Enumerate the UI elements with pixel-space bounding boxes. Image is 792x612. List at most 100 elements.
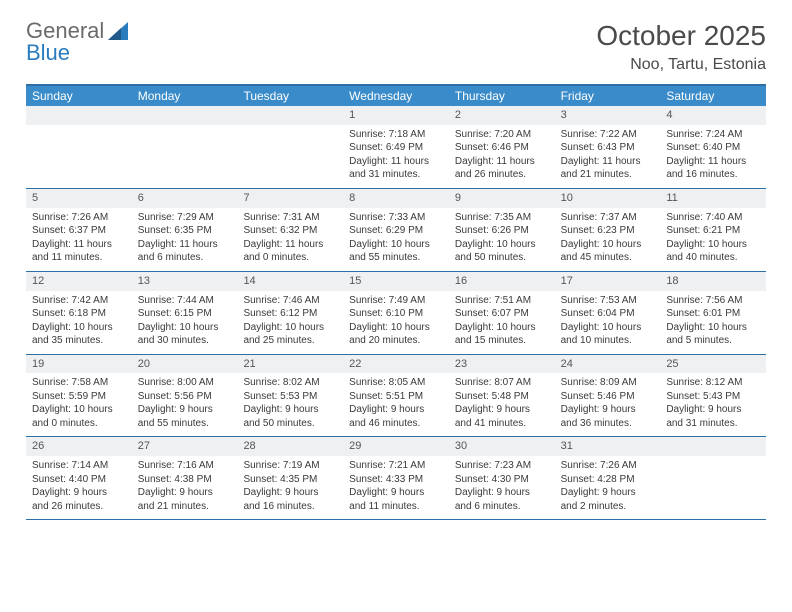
day-cell: 2Sunrise: 7:20 AMSunset: 6:46 PMDaylight…	[449, 106, 555, 188]
sunrise-text: Sunrise: 7:49 AM	[349, 294, 443, 308]
day-body: Sunrise: 7:14 AMSunset: 4:40 PMDaylight:…	[26, 456, 132, 519]
day-body: Sunrise: 7:56 AMSunset: 6:01 PMDaylight:…	[660, 291, 766, 354]
sunset-text: Sunset: 6:04 PM	[561, 307, 655, 321]
sunset-text: Sunset: 6:29 PM	[349, 224, 443, 238]
day-body: Sunrise: 7:53 AMSunset: 6:04 PMDaylight:…	[555, 291, 661, 354]
daylight-text: Daylight: 9 hours and 26 minutes.	[32, 486, 126, 513]
daylight-text: Daylight: 10 hours and 30 minutes.	[138, 321, 232, 348]
sunrise-text: Sunrise: 7:14 AM	[32, 459, 126, 473]
day-number: 4	[660, 106, 766, 125]
day-number: 16	[449, 272, 555, 291]
day-cell: 30Sunrise: 7:23 AMSunset: 4:30 PMDayligh…	[449, 437, 555, 519]
day-cell: 19Sunrise: 7:58 AMSunset: 5:59 PMDayligh…	[26, 355, 132, 437]
day-number: 20	[132, 355, 238, 374]
daylight-text: Daylight: 10 hours and 5 minutes.	[666, 321, 760, 348]
week-row: 19Sunrise: 7:58 AMSunset: 5:59 PMDayligh…	[26, 355, 766, 438]
day-body: Sunrise: 7:58 AMSunset: 5:59 PMDaylight:…	[26, 373, 132, 436]
day-number: 27	[132, 437, 238, 456]
day-body: Sunrise: 7:51 AMSunset: 6:07 PMDaylight:…	[449, 291, 555, 354]
day-number: 18	[660, 272, 766, 291]
sunrise-text: Sunrise: 7:23 AM	[455, 459, 549, 473]
sunset-text: Sunset: 6:26 PM	[455, 224, 549, 238]
sunrise-text: Sunrise: 7:26 AM	[561, 459, 655, 473]
week-row: 5Sunrise: 7:26 AMSunset: 6:37 PMDaylight…	[26, 189, 766, 272]
day-body: Sunrise: 7:44 AMSunset: 6:15 PMDaylight:…	[132, 291, 238, 354]
day-number: 29	[343, 437, 449, 456]
day-cell: 29Sunrise: 7:21 AMSunset: 4:33 PMDayligh…	[343, 437, 449, 519]
day-number: 26	[26, 437, 132, 456]
day-cell: 25Sunrise: 8:12 AMSunset: 5:43 PMDayligh…	[660, 355, 766, 437]
day-number: 14	[237, 272, 343, 291]
sunset-text: Sunset: 4:40 PM	[32, 473, 126, 487]
day-body: Sunrise: 8:12 AMSunset: 5:43 PMDaylight:…	[660, 373, 766, 436]
day-body: Sunrise: 8:00 AMSunset: 5:56 PMDaylight:…	[132, 373, 238, 436]
day-number: 7	[237, 189, 343, 208]
day-cell: 7Sunrise: 7:31 AMSunset: 6:32 PMDaylight…	[237, 189, 343, 271]
day-number: 30	[449, 437, 555, 456]
sunrise-text: Sunrise: 7:24 AM	[666, 128, 760, 142]
day-number: 22	[343, 355, 449, 374]
sunrise-text: Sunrise: 7:31 AM	[243, 211, 337, 225]
month-title: October 2025	[596, 20, 766, 52]
sunset-text: Sunset: 6:43 PM	[561, 141, 655, 155]
daylight-text: Daylight: 10 hours and 0 minutes.	[32, 403, 126, 430]
day-cell: 27Sunrise: 7:16 AMSunset: 4:38 PMDayligh…	[132, 437, 238, 519]
day-body: Sunrise: 7:46 AMSunset: 6:12 PMDaylight:…	[237, 291, 343, 354]
weekday-header: Saturday	[660, 86, 766, 106]
sunset-text: Sunset: 6:40 PM	[666, 141, 760, 155]
sunset-text: Sunset: 6:15 PM	[138, 307, 232, 321]
sunset-text: Sunset: 4:33 PM	[349, 473, 443, 487]
day-number: 24	[555, 355, 661, 374]
daylight-text: Daylight: 9 hours and 6 minutes.	[455, 486, 549, 513]
logo: General Blue	[26, 20, 132, 64]
day-body: Sunrise: 7:26 AMSunset: 4:28 PMDaylight:…	[555, 456, 661, 519]
daylight-text: Daylight: 10 hours and 50 minutes.	[455, 238, 549, 265]
day-number: 25	[660, 355, 766, 374]
day-number: 9	[449, 189, 555, 208]
day-cell: 11Sunrise: 7:40 AMSunset: 6:21 PMDayligh…	[660, 189, 766, 271]
daylight-text: Daylight: 9 hours and 50 minutes.	[243, 403, 337, 430]
daylight-text: Daylight: 10 hours and 35 minutes.	[32, 321, 126, 348]
daylight-text: Daylight: 11 hours and 31 minutes.	[349, 155, 443, 182]
day-number: .	[660, 437, 766, 456]
sunset-text: Sunset: 6:46 PM	[455, 141, 549, 155]
day-cell: 21Sunrise: 8:02 AMSunset: 5:53 PMDayligh…	[237, 355, 343, 437]
day-body: Sunrise: 8:07 AMSunset: 5:48 PMDaylight:…	[449, 373, 555, 436]
sunrise-text: Sunrise: 7:42 AM	[32, 294, 126, 308]
daylight-text: Daylight: 9 hours and 31 minutes.	[666, 403, 760, 430]
sunset-text: Sunset: 5:48 PM	[455, 390, 549, 404]
sunrise-text: Sunrise: 7:58 AM	[32, 376, 126, 390]
day-body: Sunrise: 7:31 AMSunset: 6:32 PMDaylight:…	[237, 208, 343, 271]
day-cell: 12Sunrise: 7:42 AMSunset: 6:18 PMDayligh…	[26, 272, 132, 354]
weekday-header-row: SundayMondayTuesdayWednesdayThursdayFrid…	[26, 86, 766, 106]
daylight-text: Daylight: 10 hours and 20 minutes.	[349, 321, 443, 348]
title-block: October 2025 Noo, Tartu, Estonia	[596, 20, 766, 74]
sunset-text: Sunset: 6:07 PM	[455, 307, 549, 321]
day-cell: 9Sunrise: 7:35 AMSunset: 6:26 PMDaylight…	[449, 189, 555, 271]
daylight-text: Daylight: 10 hours and 10 minutes.	[561, 321, 655, 348]
sunrise-text: Sunrise: 7:40 AM	[666, 211, 760, 225]
day-body: Sunrise: 8:05 AMSunset: 5:51 PMDaylight:…	[343, 373, 449, 436]
sunset-text: Sunset: 6:35 PM	[138, 224, 232, 238]
sunset-text: Sunset: 5:56 PM	[138, 390, 232, 404]
day-body: Sunrise: 7:21 AMSunset: 4:33 PMDaylight:…	[343, 456, 449, 519]
sunrise-text: Sunrise: 8:02 AM	[243, 376, 337, 390]
calendar-page: General Blue October 2025 Noo, Tartu, Es…	[0, 0, 792, 540]
daylight-text: Daylight: 9 hours and 2 minutes.	[561, 486, 655, 513]
sunrise-text: Sunrise: 8:00 AM	[138, 376, 232, 390]
sunset-text: Sunset: 5:53 PM	[243, 390, 337, 404]
logo-sail-icon	[108, 22, 132, 44]
day-cell: .	[660, 437, 766, 519]
sunset-text: Sunset: 4:38 PM	[138, 473, 232, 487]
daylight-text: Daylight: 10 hours and 15 minutes.	[455, 321, 549, 348]
day-cell: .	[132, 106, 238, 188]
daylight-text: Daylight: 9 hours and 36 minutes.	[561, 403, 655, 430]
sunrise-text: Sunrise: 7:20 AM	[455, 128, 549, 142]
calendar-grid: SundayMondayTuesdayWednesdayThursdayFrid…	[26, 84, 766, 520]
sunrise-text: Sunrise: 7:46 AM	[243, 294, 337, 308]
sunrise-text: Sunrise: 7:56 AM	[666, 294, 760, 308]
day-body: Sunrise: 7:35 AMSunset: 6:26 PMDaylight:…	[449, 208, 555, 271]
logo-part2: Blue	[26, 40, 70, 65]
day-body: Sunrise: 7:40 AMSunset: 6:21 PMDaylight:…	[660, 208, 766, 271]
daylight-text: Daylight: 11 hours and 6 minutes.	[138, 238, 232, 265]
